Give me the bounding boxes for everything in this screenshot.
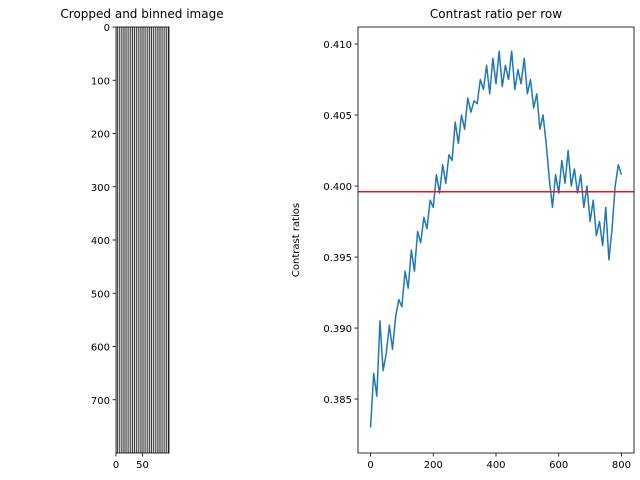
line-y-ticks: 0.385 0.390 0.395 0.400 0.405 0.410 (323, 40, 358, 406)
image-stripe (121, 27, 123, 453)
image-stripe (161, 27, 163, 453)
image-stripe (156, 27, 158, 453)
line-y-tick-label: 0.405 (323, 111, 352, 122)
image-stripe (163, 27, 165, 453)
y-axis-label: Contrast ratios (291, 203, 302, 277)
image-stripe (162, 27, 164, 453)
image-stripe (137, 27, 139, 453)
image-stripe (125, 27, 127, 453)
line-panel: Contrast ratio per row Contrast ratios 0… (291, 7, 635, 471)
image-y-tick-label: 200 (91, 130, 110, 141)
image-stripe (117, 27, 119, 453)
image-stripe (127, 27, 129, 453)
line-y-tick-label: 0.395 (323, 253, 352, 264)
image-stripes (116, 27, 170, 453)
image-y-tick-label: 500 (91, 289, 110, 300)
image-stripe (167, 27, 170, 453)
image-y-tick-label: 700 (91, 396, 110, 407)
line-y-tick-label: 0.400 (323, 182, 352, 193)
image-stripe (147, 27, 149, 453)
image-y-tick-label: 600 (91, 343, 110, 354)
line-x-ticks: 0 200 400 600 800 (367, 453, 631, 471)
image-stripe (130, 27, 132, 453)
image-stripe (145, 27, 147, 453)
image-stripe (126, 27, 128, 453)
image-stripe (135, 27, 137, 453)
image-x-tick-label: 0 (113, 460, 119, 471)
image-stripe (154, 27, 156, 453)
image-stripe (159, 27, 161, 453)
image-stripe (160, 27, 162, 453)
image-title: Cropped and binned image (60, 7, 223, 21)
image-stripe (124, 27, 126, 453)
line-axes-frame (357, 26, 635, 454)
image-stripe (143, 27, 145, 453)
image-stripe (138, 27, 140, 453)
image-stripe (149, 27, 152, 453)
image-panel: Cropped and binned image 0 100 200 300 400 50… (60, 7, 223, 471)
image-stripe (152, 27, 154, 453)
image-stripe (148, 27, 150, 453)
line-x-tick-label: 600 (549, 460, 568, 471)
image-stripe (123, 27, 125, 453)
line-x-tick-label: 0 (367, 460, 373, 471)
line-x-tick-label: 200 (424, 460, 443, 471)
image-stripe (116, 27, 118, 453)
image-y-tick-label: 100 (91, 76, 110, 87)
image-stripe (165, 27, 167, 453)
image-stripe (118, 27, 120, 453)
image-y-tick-label: 300 (91, 183, 110, 194)
image-stripe (122, 27, 124, 453)
image-stripe (140, 27, 142, 453)
series-line (369, 50, 623, 428)
image-x-ticks: 0 50 (113, 453, 149, 471)
image-stripe (139, 27, 141, 453)
image-stripe (120, 27, 122, 453)
image-stripe (157, 27, 159, 453)
image-x-tick-label: 50 (136, 460, 149, 471)
line-x-tick-label: 400 (486, 460, 505, 471)
image-stripe (164, 27, 166, 453)
line-x-tick-label: 800 (612, 460, 631, 471)
image-stripe (166, 27, 168, 453)
line-series (369, 50, 623, 428)
image-y-tick-label: 400 (91, 236, 110, 247)
line-y-tick-label: 0.385 (323, 395, 352, 406)
image-stripe (146, 27, 148, 453)
image-stripe (128, 27, 130, 453)
image-stripe (150, 27, 153, 453)
image-stripe (131, 27, 134, 453)
line-y-tick-label: 0.410 (323, 40, 352, 51)
image-stripe (155, 27, 157, 453)
image-stripe (142, 27, 144, 453)
image-y-ticks: 0 100 200 300 400 500 600 700 (91, 23, 116, 407)
image-y-tick-label: 0 (104, 23, 110, 34)
line-y-tick-label: 0.390 (323, 324, 352, 335)
image-stripe (129, 27, 131, 453)
image-stripe (134, 27, 136, 453)
image-stripe (136, 27, 138, 453)
image-stripe (153, 27, 155, 453)
image-stripe (141, 27, 143, 453)
image-stripe (158, 27, 160, 453)
image-stripe (144, 27, 146, 453)
image-stripe (132, 27, 135, 453)
image-stripe (119, 27, 121, 453)
line-chart-title: Contrast ratio per row (430, 7, 562, 21)
